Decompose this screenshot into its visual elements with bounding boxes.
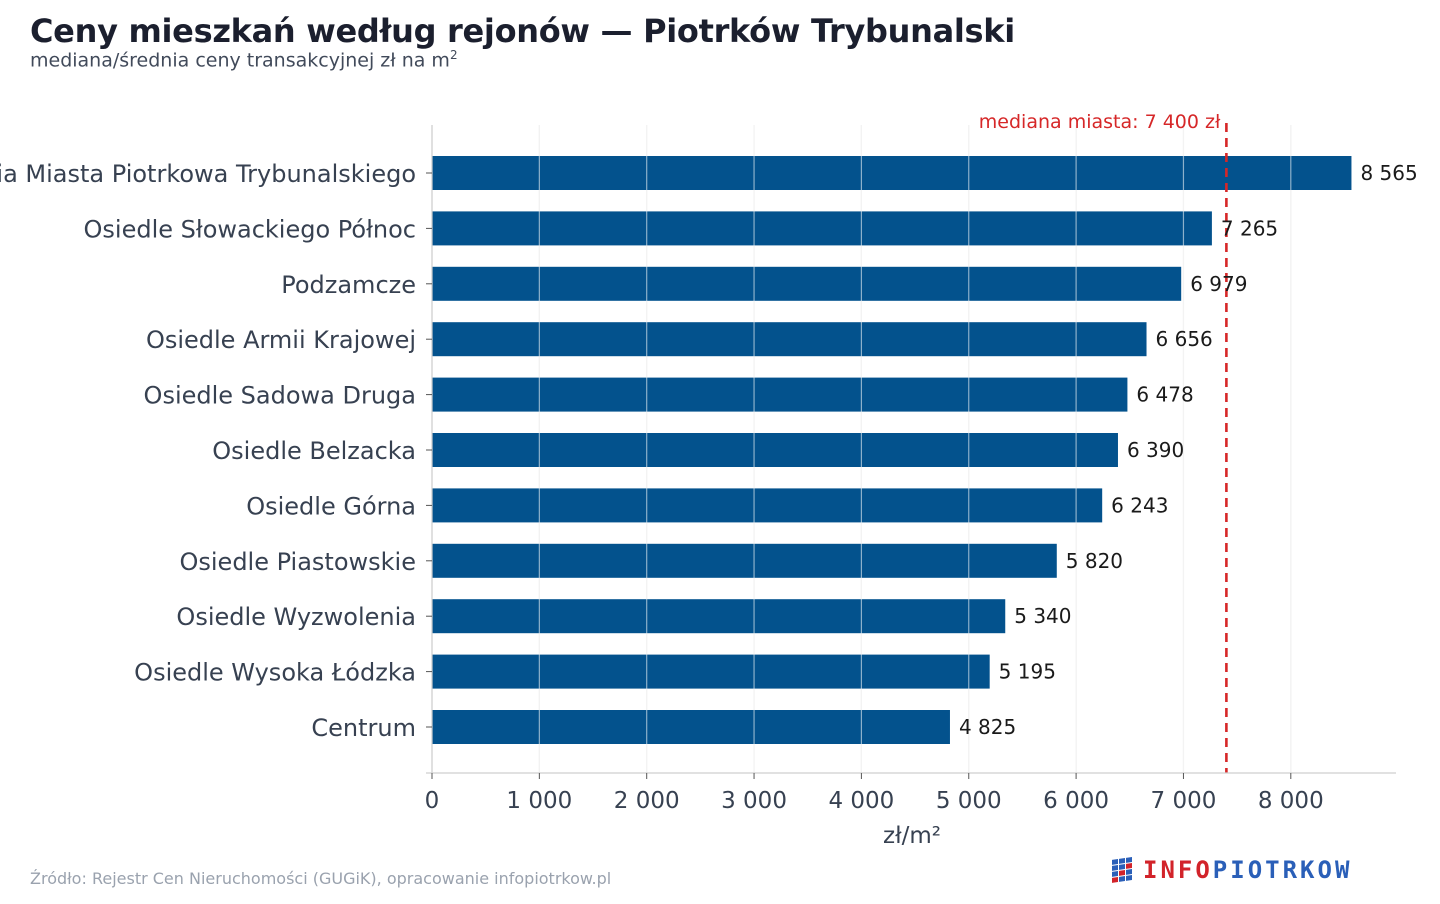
category-label: Osiedle Słowackiego Północ [84,215,416,243]
infopiotrkow-logo: INFOPIOTRKOW [1111,852,1411,888]
x-tick-label: 2 000 [614,788,680,814]
value-label: 6 243 [1111,493,1168,517]
x-tick-label: 8 000 [1258,788,1324,814]
bar [432,710,950,744]
value-label: 7 265 [1221,216,1278,240]
chart-subtitle-text: mediana/średnia ceny transakcyjnej zł na… [30,49,450,72]
bars [432,125,1352,773]
value-label: 5 340 [1014,604,1071,628]
logo-word-piotrkow: PIOTRKOW [1212,856,1353,884]
bar [432,322,1147,357]
value-label: 6 979 [1190,272,1247,296]
x-tick-label: 7 000 [1151,788,1217,814]
x-axis: 0 1 000 2 000 3 000 4 000 5 000 6 000 7 000 8 00… [425,125,1396,849]
category-label: Centrum [311,714,416,742]
bar [432,543,1057,578]
source-note: Źródło: Rejestr Cen Nieruchomości (GUGiK… [30,869,612,888]
category-label: Osiedle Sadowa Druga [144,382,416,410]
category-labels: ia Miasta Piotrkowa Trybunalskiego Osiedl… [0,160,432,742]
chart-title: Ceny mieszkań według rejonów — Piotrków … [30,12,1015,50]
logo-grid-icon [1112,857,1132,883]
value-label: 5 820 [1066,549,1123,573]
x-axis-label: zł/m² [883,823,941,849]
x-tick-label: 0 [425,788,440,814]
chart-subtitle-superscript: 2 [449,48,458,62]
bar [432,433,1118,467]
value-label: 6 478 [1136,383,1193,407]
reference-line-group: mediana miasta: 7 400 zł [979,111,1228,773]
logo-wordmark: INFOPIOTRKOW [1143,856,1352,884]
category-label: Osiedle Armii Krajowej [146,326,416,354]
category-label: Podzamcze [281,271,416,299]
chart-subtitle: mediana/średnia ceny transakcyjnej zł na… [30,48,458,71]
x-tick-label: 5 000 [936,788,1002,814]
bar [432,211,1212,246]
value-label: 5 195 [999,660,1056,684]
value-label: 6 656 [1156,327,1213,351]
value-label: 6 390 [1127,438,1184,462]
logo-word-info: INFO [1143,856,1213,884]
bar [432,156,1352,190]
value-label: 4 825 [959,715,1016,739]
median-reference-label: mediana miasta: 7 400 zł [979,111,1221,133]
value-labels: 8 565 7 265 6 979 6 656 6 478 6 390 6 243 5 820… [959,161,1418,739]
bar [432,488,1103,523]
category-label: ia Miasta Piotrkowa Trybunalskiego [0,160,416,188]
value-label: 8 565 [1360,161,1417,185]
category-label: Osiedle Belzacka [212,437,416,465]
category-label: Osiedle Piastowskie [179,548,416,576]
bar [432,377,1128,412]
category-label: Osiedle Górna [246,492,416,520]
bar [432,599,1006,634]
x-tick-label: 1 000 [506,788,572,814]
x-tick-label: 3 000 [721,788,787,814]
bar [432,654,990,689]
bar [432,266,1182,301]
category-label: Osiedle Wysoka Łódzka [134,659,416,687]
category-label: Osiedle Wyzwolenia [176,603,416,631]
x-tick-label: 6 000 [1043,788,1109,814]
x-tick-label: 4 000 [828,788,894,814]
